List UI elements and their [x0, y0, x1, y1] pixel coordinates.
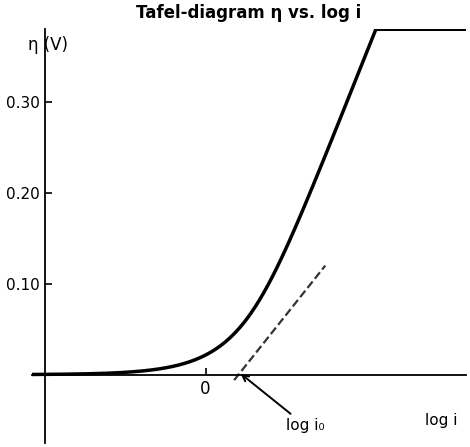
Text: log i: log i	[425, 413, 457, 428]
Title: Tafel-diagram η vs. log i: Tafel-diagram η vs. log i	[136, 4, 361, 22]
Text: log i₀: log i₀	[243, 375, 325, 433]
Text: η (V): η (V)	[28, 36, 68, 54]
